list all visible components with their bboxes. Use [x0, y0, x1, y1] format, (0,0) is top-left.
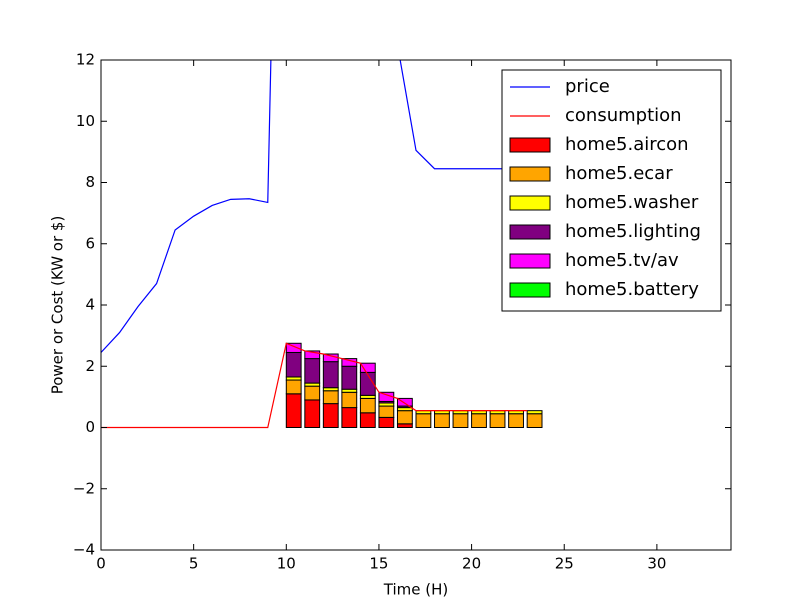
x-tick-label: 20: [462, 555, 481, 573]
x-axis-label: Time (H): [383, 581, 448, 599]
bar: [359, 412, 376, 428]
x-tick-label: 0: [96, 555, 106, 573]
bar: [304, 358, 321, 384]
x-tick-label: 10: [277, 555, 296, 573]
bar: [341, 407, 358, 428]
bar: [434, 413, 450, 428]
y-tick-label: 12: [76, 51, 95, 69]
bar: [304, 385, 321, 401]
bar: [378, 405, 395, 418]
plot-area: [101, 60, 543, 429]
legend-label: home5.battery: [565, 279, 699, 300]
bar: [285, 351, 302, 378]
legend-swatch: [509, 282, 551, 298]
x-tick-label: 30: [647, 555, 666, 573]
legend-label: home5.washer: [565, 192, 699, 213]
y-tick-label: 2: [85, 357, 95, 375]
bar: [341, 391, 358, 409]
bar: [526, 413, 543, 428]
bar: [322, 403, 339, 428]
bar: [322, 390, 339, 405]
bar: [471, 413, 487, 428]
bar: [396, 410, 413, 425]
legend-box: [501, 69, 722, 312]
line: [101, 342, 528, 429]
legend-swatch: [509, 195, 551, 211]
legend-swatch: [509, 224, 551, 240]
y-tick-label: 0: [85, 418, 95, 436]
line: [101, 60, 528, 353]
y-tick-label: −4: [73, 541, 95, 559]
x-tick-label: 15: [369, 555, 388, 573]
bar: [396, 423, 413, 429]
bar: [526, 410, 543, 415]
bar: [322, 361, 339, 389]
bar: [359, 397, 376, 414]
y-tick-label: 10: [76, 112, 95, 130]
y-axis-label: Power or Cost (KW or $): [49, 216, 67, 395]
y-tick-label: 6: [85, 234, 95, 252]
bar: [508, 413, 524, 428]
bar: [285, 342, 302, 353]
bar: [341, 365, 358, 390]
y-tick-label: 8: [85, 173, 95, 191]
legend-label: home5.tv/av: [565, 250, 679, 271]
legend-label: consumption: [565, 105, 682, 126]
bar: [304, 350, 321, 360]
bar: [378, 416, 395, 428]
legend-label: home5.lighting: [565, 221, 701, 242]
bar: [304, 399, 321, 428]
bar: [452, 413, 469, 428]
legend-label: price: [565, 76, 610, 97]
legend-swatch: [509, 166, 551, 182]
bar: [415, 413, 432, 428]
bar: [359, 362, 376, 373]
y-tick-label: 4: [85, 296, 95, 314]
legend-swatch: [509, 137, 551, 153]
legend-label: home5.ecar: [565, 163, 673, 184]
bar: [489, 413, 506, 428]
x-tick-label: 25: [555, 555, 574, 573]
x-tick-label: 5: [189, 555, 199, 573]
legend-label: home5.aircon: [565, 134, 689, 155]
legend-swatch: [509, 253, 551, 269]
y-tick-label: −2: [73, 479, 95, 497]
bar: [285, 379, 302, 395]
bar: [396, 397, 413, 407]
bar: [285, 393, 302, 428]
